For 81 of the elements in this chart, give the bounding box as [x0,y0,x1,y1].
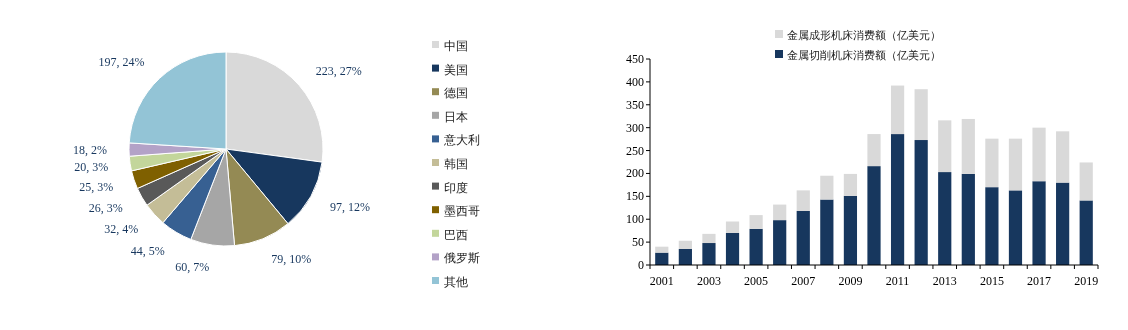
bar [843,195,858,265]
y-tick-label: 150 [626,189,644,204]
bar [773,204,787,221]
bar [843,173,858,196]
bar [867,166,881,265]
bar [725,232,740,265]
x-tick-label: 2009 [838,274,863,288]
data-label: 197, 24% [98,55,145,70]
y-tick-label: 200 [626,166,644,181]
y-tick-label: 0 [638,258,644,272]
legend-label: 金属成形机床消费额（亿美元） [787,29,941,41]
legend-label: 意大利 [443,133,480,148]
bar [678,248,692,265]
y-tick-label: 100 [626,212,644,227]
bar [1079,162,1093,201]
x-tick-label: 2003 [696,274,721,288]
legend-label: 美国 [444,62,468,77]
bar [773,220,787,265]
bar [1056,182,1070,265]
bar [985,138,999,188]
bar [796,210,810,265]
bar [985,187,999,265]
bar [749,228,763,265]
x-tick-label: 2013 [932,274,957,288]
y-tick-label: 250 [626,143,644,158]
bar [702,243,716,265]
x-tick-label: 2017 [1027,274,1052,288]
data-label: 26, 3% [88,200,123,215]
data-label: 79, 10% [271,252,312,267]
x-tick-label: 2015 [979,274,1004,288]
bar [938,120,952,173]
bar [867,134,881,167]
legend-label: 德国 [444,86,468,101]
bar [820,199,834,265]
x-tick-label: 2001 [649,274,674,288]
legend-label: 印度 [444,180,468,195]
legend-label: 韩国 [444,157,468,171]
bar [820,175,834,200]
bar [914,89,928,141]
bar [961,173,975,265]
y-tick-label: 350 [626,97,644,112]
bar [1008,190,1023,265]
bar [725,221,740,233]
data-label: 223, 27% [315,63,362,78]
data-label: 20, 3% [74,159,109,174]
legend-label: 其他 [444,275,468,289]
bar [938,172,952,265]
data-label: 97, 12% [330,199,371,214]
bar [796,190,810,211]
x-tick-label: 2011 [885,274,910,288]
y-tick-label: 50 [632,235,644,250]
bar [1056,131,1070,183]
data-label: 25, 3% [79,179,114,194]
legend-label: 俄罗斯 [444,251,480,266]
data-label: 18, 2% [73,142,107,157]
bar [914,140,928,265]
x-tick-label: 2005 [744,274,769,288]
bar [702,233,716,244]
bar [890,134,905,265]
legend-label: 日本 [444,109,468,124]
y-tick-label: 400 [626,74,644,89]
legend-label: 墨西哥 [444,204,480,219]
y-tick-label: 300 [626,120,644,135]
x-tick-label: 2007 [791,274,816,288]
bar [1008,138,1023,191]
bar [678,240,692,249]
legend-label: 巴西 [444,227,468,242]
data-label: 32, 4% [104,222,139,237]
bar [961,118,975,174]
y-tick-label: 450 [626,52,644,66]
data-label: 44, 5% [130,243,165,258]
bar [1032,127,1046,182]
bar [890,85,905,135]
data-label: 60, 7% [175,259,210,274]
bar [1032,181,1046,265]
bar [1079,200,1093,265]
bar [749,215,763,229]
legend-label: 中国 [444,39,468,53]
x-tick-label: 2019 [1074,274,1099,288]
bar [655,246,669,253]
legend-label: 金属切削机床消费额（亿美元） [787,49,941,61]
